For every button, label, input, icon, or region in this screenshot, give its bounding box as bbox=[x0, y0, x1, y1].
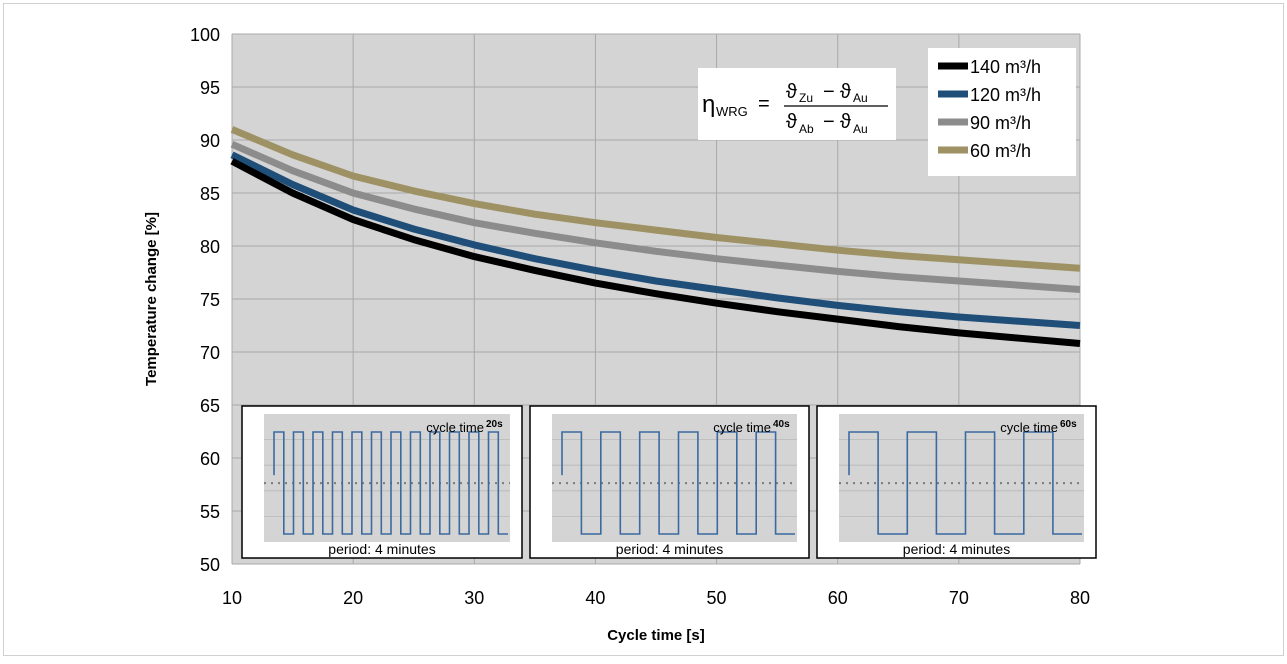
formula-den-sub-1: Ab bbox=[799, 122, 814, 136]
x-tick-label: 80 bbox=[1070, 588, 1090, 608]
y-tick-label: 70 bbox=[200, 343, 220, 363]
legend-label: 120 m³/h bbox=[970, 85, 1041, 105]
formula-den-sub-2: Au bbox=[853, 122, 868, 136]
inset-title: cycle time bbox=[1000, 420, 1058, 435]
y-tick-label: 90 bbox=[200, 131, 220, 151]
x-tick-label: 70 bbox=[949, 588, 969, 608]
inset-1: cycle time 20s period: 4 minutes bbox=[241, 405, 523, 559]
inset-2: cycle time 40s period: 4 minutes bbox=[529, 405, 810, 559]
formula-eta: η bbox=[702, 91, 715, 118]
formula-num-sub-1: Zu bbox=[799, 91, 813, 105]
y-tick-label: 95 bbox=[200, 78, 220, 98]
y-axis-label: Temperature change [%] bbox=[143, 212, 160, 386]
formula-num-minus: − bbox=[823, 81, 835, 103]
y-tick-label: 55 bbox=[200, 502, 220, 522]
inset-badge: 60s bbox=[1060, 419, 1077, 430]
formula-eta-subscript: WRG bbox=[716, 104, 748, 119]
inset-caption: period: 4 minutes bbox=[616, 541, 723, 557]
x-tick-label: 20 bbox=[343, 588, 363, 608]
x-tick-label: 10 bbox=[222, 588, 242, 608]
inset-title: cycle time bbox=[426, 420, 484, 435]
y-tick-label: 80 bbox=[200, 237, 220, 257]
legend-label: 90 m³/h bbox=[970, 113, 1031, 133]
series-line-0 bbox=[230, 158, 1081, 347]
inset-square-wave bbox=[273, 431, 508, 535]
formula-den-minus: − bbox=[823, 111, 835, 133]
formula-den-theta-1: ϑ bbox=[786, 111, 797, 133]
legend: 140 m³/h 120 m³/h 90 m³/h 60 m³/h bbox=[928, 48, 1076, 176]
formula-num-theta-1: ϑ bbox=[786, 81, 797, 103]
y-tick-label: 100 bbox=[190, 25, 220, 45]
formula-equals: = bbox=[758, 93, 770, 115]
x-tick-label: 60 bbox=[828, 588, 848, 608]
inset-caption: period: 4 minutes bbox=[903, 541, 1010, 557]
inset-caption: period: 4 minutes bbox=[328, 541, 435, 557]
x-tick-label: 40 bbox=[585, 588, 605, 608]
y-tick-label: 75 bbox=[200, 290, 220, 310]
y-tick-label: 50 bbox=[200, 555, 220, 575]
series-layer bbox=[230, 126, 1081, 347]
legend-label: 60 m³/h bbox=[970, 141, 1031, 161]
inset-square-wave bbox=[561, 431, 795, 535]
formula-num-sub-2: Au bbox=[853, 91, 868, 105]
legend-label: 140 m³/h bbox=[970, 57, 1041, 77]
y-tick-label: 85 bbox=[200, 184, 220, 204]
y-tick-label: 60 bbox=[200, 449, 220, 469]
x-axis-label: Cycle time [s] bbox=[607, 627, 705, 644]
inset-badge: 40s bbox=[773, 419, 790, 430]
formula-num-theta-2: ϑ bbox=[840, 81, 851, 103]
inset-3: cycle time 60s period: 4 minutes bbox=[816, 405, 1097, 559]
tick-label-layer: 50 55 60 65 70 75 80 85 90 95 100 10 20 30 40 50 60 70 80 bbox=[190, 25, 1090, 608]
inset-title: cycle time bbox=[713, 420, 771, 435]
formula-background bbox=[698, 68, 896, 140]
series-line-2 bbox=[230, 140, 1081, 293]
formula-box: η WRG = ϑ Zu − ϑ Au ϑ Ab − ϑ Au bbox=[698, 68, 896, 140]
series-line-1 bbox=[230, 151, 1081, 329]
inset-plot-area bbox=[839, 414, 1084, 542]
formula-den-theta-2: ϑ bbox=[840, 111, 851, 133]
series-line-3 bbox=[230, 126, 1081, 272]
x-tick-label: 50 bbox=[707, 588, 727, 608]
inset-square-wave bbox=[848, 431, 1082, 535]
x-tick-label: 30 bbox=[464, 588, 484, 608]
y-tick-label: 65 bbox=[200, 396, 220, 416]
inset-badge: 20s bbox=[486, 419, 503, 430]
